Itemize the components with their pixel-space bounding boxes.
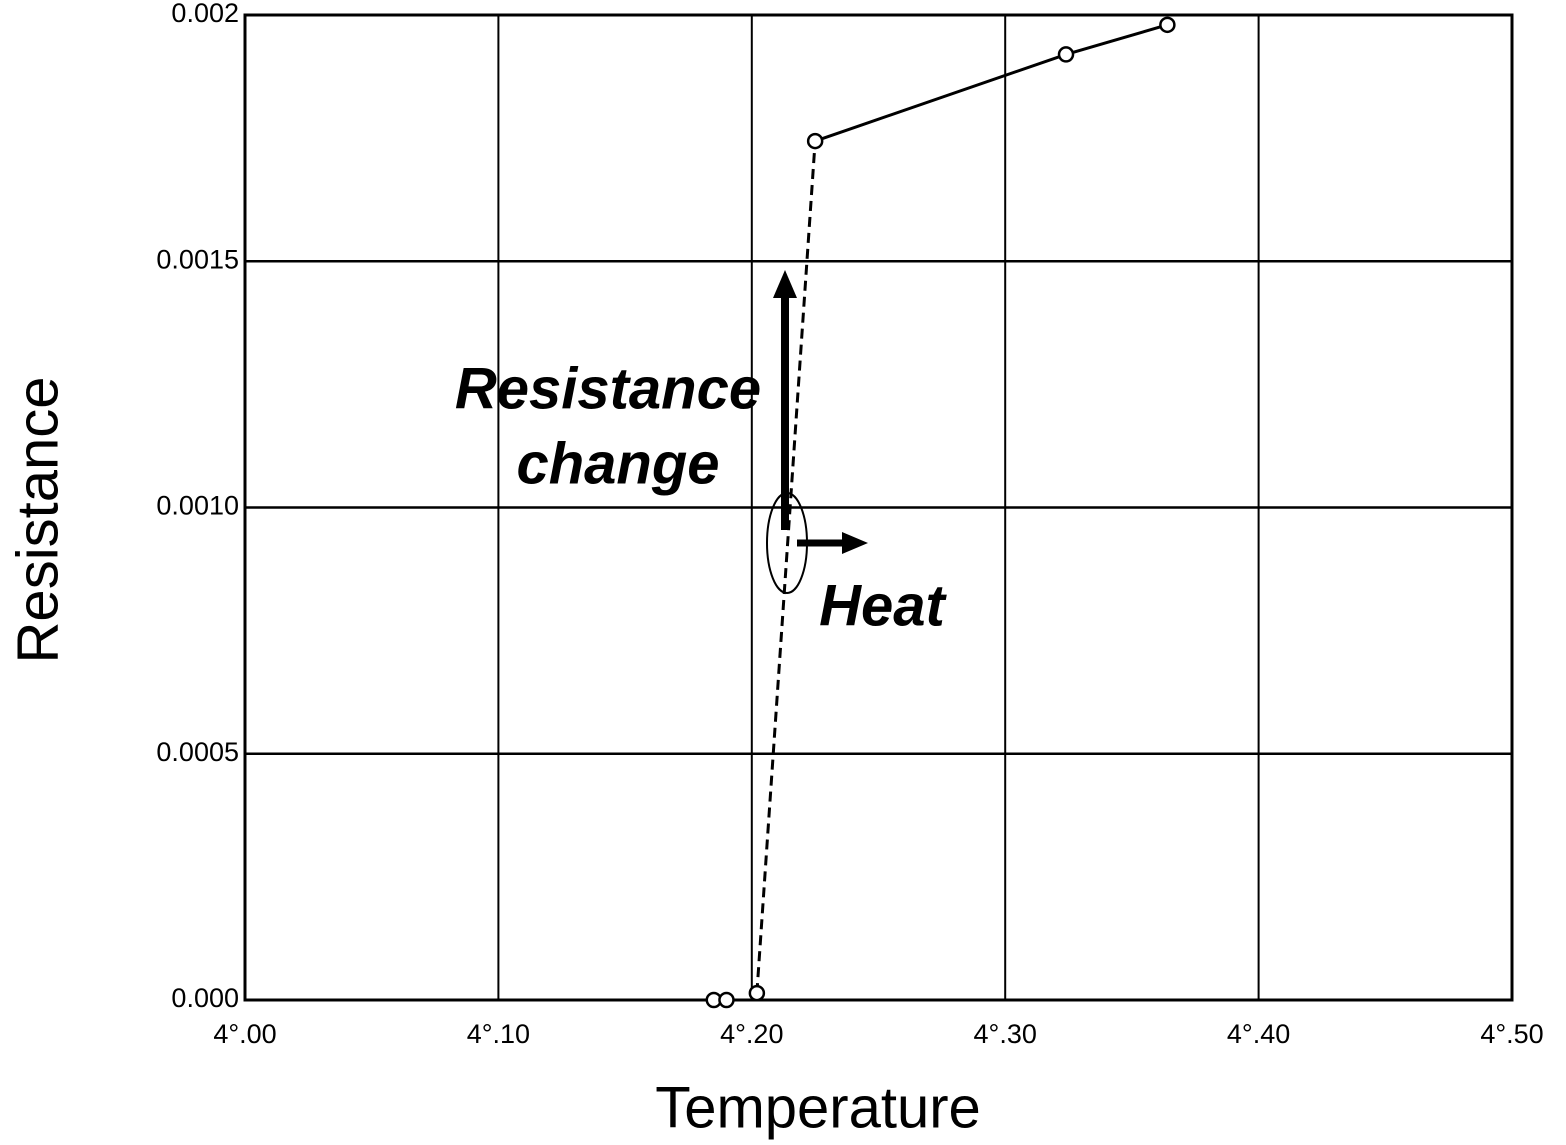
- x-axis-label: Temperature: [655, 1075, 981, 1140]
- data-point: [1159, 16, 1176, 34]
- data-point: [748, 984, 766, 1002]
- y-tick-label: 0.0010: [156, 491, 239, 521]
- series-line: [814, 23, 1168, 143]
- data-point: [806, 132, 824, 150]
- annotation: Heat: [819, 573, 947, 638]
- y-tick-label: 0.002: [171, 0, 239, 28]
- arrow-head: [773, 270, 797, 298]
- x-tick-label: 4°.10: [467, 1019, 530, 1049]
- y-axis-label: Resistance: [5, 377, 70, 664]
- x-tick-label: 4°.50: [1480, 1019, 1543, 1049]
- x-tick-label: 4°.00: [213, 1019, 276, 1049]
- data-point: [718, 991, 735, 1009]
- series-line: [755, 140, 817, 994]
- annotation: change: [516, 431, 719, 496]
- x-tick-label: 4°.30: [974, 1019, 1037, 1049]
- y-tick-label: 0.0015: [156, 244, 239, 274]
- highlight-ellipse: [766, 492, 808, 594]
- arrow-head: [842, 532, 868, 554]
- x-tick-label: 4°.40: [1227, 1019, 1290, 1049]
- y-tick-label: 0.0005: [156, 737, 239, 767]
- annotation: Resistance: [455, 356, 761, 421]
- y-tick-label: 0.000: [171, 983, 239, 1013]
- x-tick-label: 4°.20: [720, 1019, 783, 1049]
- data-point: [1057, 46, 1075, 63]
